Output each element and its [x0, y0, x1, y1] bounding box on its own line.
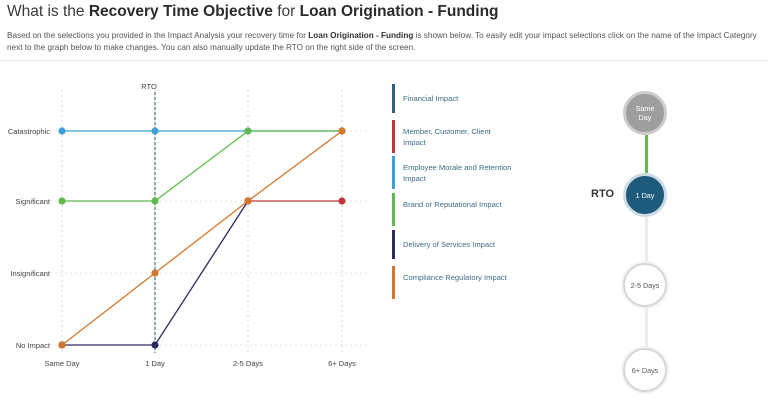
y-tick-label: Insignificant [10, 269, 51, 278]
description-process: Loan Origination - Funding [308, 31, 414, 40]
y-tick-label: Catastrophic [8, 127, 50, 136]
legend-label: Employee Morale and Retention Impact [403, 163, 512, 183]
title-process: Loan Origination - Funding [299, 3, 499, 20]
rto-option-2[interactable]: 2-5 Days [623, 263, 667, 307]
timeline-connector [645, 135, 648, 173]
timeline-connector [645, 217, 648, 263]
rto-option-label: 2-5 Days [630, 280, 660, 290]
rto-option-label: Same Day [635, 104, 655, 122]
data-point-2-0 [58, 127, 66, 135]
rto-option-label: 6+ Days [631, 365, 659, 375]
legend-item-1[interactable]: Member, Customer, Client Impact [392, 120, 512, 153]
y-tick-label: Significant [15, 197, 51, 206]
page-title: What is the Recovery Time Objective for … [7, 3, 499, 20]
data-point-3-0 [58, 197, 66, 205]
data-point-2-1 [151, 127, 159, 135]
series-line-5 [61, 130, 343, 346]
header-divider [0, 60, 768, 61]
legend-label: Delivery of Services Impact [403, 240, 495, 249]
impact-chart: No Impact Insignificant Significant Catastr… [8, 82, 370, 368]
series-line-3 [62, 130, 342, 202]
legend-item-5[interactable]: Compliance Regulatory Impact [392, 266, 512, 299]
data-point-5-3 [338, 127, 346, 135]
rto-timeline-label: RTO [591, 188, 615, 200]
legend-item-2[interactable]: Employee Morale and Retention Impact [392, 156, 512, 189]
legend-label: Financial Impact [403, 94, 459, 103]
rto-option-3[interactable]: 6+ Days [623, 348, 667, 392]
data-point-4-1 [151, 341, 159, 349]
x-tick-label: 6+ Days [328, 359, 356, 368]
legend-label: Compliance Regulatory Impact [403, 273, 507, 282]
x-tick-label: 1 Day [145, 359, 165, 368]
legend-item-3[interactable]: Brand or Reputational Impact [392, 193, 512, 226]
data-point-1-3 [338, 197, 346, 205]
data-point-5-2 [244, 197, 252, 205]
rto-option-0[interactable]: Same Day [623, 91, 667, 135]
data-point-3-1 [151, 197, 159, 205]
page-description: Based on the selections you provided in … [7, 31, 757, 52]
legend-label: Brand or Reputational Impact [403, 200, 502, 209]
x-tick-label: 2-5 Days [233, 359, 263, 368]
legend-label: Member, Customer, Client Impact [403, 127, 491, 147]
title-metric: Recovery Time Objective [88, 3, 273, 20]
rto-option-1[interactable]: 1 Day [623, 173, 667, 217]
x-tick-label: Same Day [44, 359, 79, 368]
rto-option-label: 1 Day [635, 190, 655, 200]
legend-item-0[interactable]: Financial Impact [392, 84, 512, 113]
timeline-connector [645, 307, 648, 348]
y-tick-label: No Impact [16, 341, 51, 350]
rto-marker-label: RTO [141, 82, 157, 91]
data-point-5-0 [58, 341, 66, 349]
data-point-3-2 [244, 127, 252, 135]
legend-item-4[interactable]: Delivery of Services Impact [392, 230, 512, 259]
data-point-5-1 [151, 269, 159, 277]
